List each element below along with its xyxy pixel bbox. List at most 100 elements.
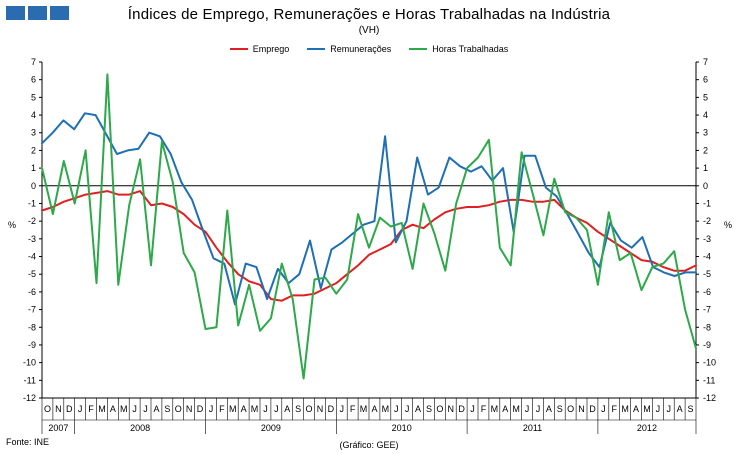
month-label: D xyxy=(66,404,73,414)
month-label: J xyxy=(405,404,410,414)
month-label: S xyxy=(295,404,301,414)
month-label: J xyxy=(470,404,475,414)
y-tick-label-right: -12 xyxy=(703,393,716,403)
month-label: M xyxy=(251,404,259,414)
month-label: J xyxy=(667,404,672,414)
month-label: D xyxy=(589,404,596,414)
report-logo xyxy=(6,6,69,20)
y-tick-label-right: 2 xyxy=(703,145,708,155)
y-tick-label-left: 4 xyxy=(31,110,36,120)
legend-item-emprego: Emprego xyxy=(229,44,289,54)
month-label: A xyxy=(153,404,159,414)
legend-item-remuneracoes: Remunerações xyxy=(307,44,391,54)
month-label: F xyxy=(481,404,487,414)
month-label: D xyxy=(328,404,335,414)
y-tick-label-left: 2 xyxy=(31,145,36,155)
logo-block xyxy=(50,6,69,20)
month-label: N xyxy=(186,404,193,414)
month-label: D xyxy=(197,404,204,414)
month-label: N xyxy=(55,404,62,414)
month-label: M xyxy=(229,404,237,414)
year-label: 2007 xyxy=(48,423,68,433)
y-tick-label-right: -1 xyxy=(703,198,711,208)
year-label: 2012 xyxy=(637,423,657,433)
month-label: M xyxy=(120,404,128,414)
y-tick-label-left: -8 xyxy=(28,322,36,332)
month-label: A xyxy=(110,404,116,414)
month-label: A xyxy=(241,404,247,414)
month-label: J xyxy=(143,404,148,414)
month-label: O xyxy=(306,404,313,414)
chart-legend: Emprego Remunerações Horas Trabalhadas xyxy=(0,44,738,54)
month-label: A xyxy=(371,404,377,414)
y-tick-label-right: -11 xyxy=(703,375,715,385)
month-label: A xyxy=(546,404,552,414)
month-label: J xyxy=(132,404,137,414)
month-label: F xyxy=(219,404,225,414)
y-tick-label-left: 3 xyxy=(31,128,36,138)
legend-item-horas-trabalhadas: Horas Trabalhadas xyxy=(409,44,508,54)
month-label: J xyxy=(656,404,661,414)
year-label: 2008 xyxy=(130,423,150,433)
source-note: Fonte: INE xyxy=(6,437,50,447)
month-label: M xyxy=(382,404,390,414)
month-label: O xyxy=(175,404,182,414)
month-label: M xyxy=(98,404,106,414)
credit-note: (Gráfico: GEE) xyxy=(339,440,399,450)
y-tick-label-left: -6 xyxy=(28,287,36,297)
month-label: F xyxy=(350,404,356,414)
y-tick-label-left: 1 xyxy=(31,163,36,173)
y-axis-label-left: % xyxy=(8,220,16,230)
y-tick-label-right: -2 xyxy=(703,216,711,226)
month-label: J xyxy=(536,404,541,414)
y-tick-label-right: 5 xyxy=(703,92,708,102)
y-tick-label-left: 5 xyxy=(31,92,36,102)
y-tick-label-left: -11 xyxy=(24,375,36,385)
year-label: 2010 xyxy=(392,423,412,433)
month-label: M xyxy=(621,404,629,414)
logo-block xyxy=(28,6,47,20)
series-line-remuneracoes xyxy=(41,112,697,306)
month-label: D xyxy=(458,404,465,414)
month-label: J xyxy=(394,404,399,414)
legend-swatch xyxy=(229,48,248,50)
y-tick-label-left: -12 xyxy=(23,393,36,403)
y-tick-label-right: -9 xyxy=(703,340,711,350)
month-label: M xyxy=(360,404,368,414)
year-label: 2011 xyxy=(523,423,542,433)
month-label: O xyxy=(567,404,574,414)
month-label: S xyxy=(164,404,170,414)
month-label: A xyxy=(415,404,421,414)
y-tick-label-left: -4 xyxy=(28,252,36,262)
month-label: M xyxy=(512,404,520,414)
legend-label: Remunerações xyxy=(330,44,392,54)
y-tick-label-right: -8 xyxy=(703,322,711,332)
y-tick-label-right: 0 xyxy=(703,181,708,191)
y-tick-label-right: 6 xyxy=(703,75,708,85)
y-tick-label-right: -6 xyxy=(703,287,711,297)
y-tick-label-right: 7 xyxy=(703,57,708,67)
month-label: S xyxy=(426,404,432,414)
month-label: J xyxy=(274,404,279,414)
y-axis-label-right: % xyxy=(724,220,732,230)
month-label: O xyxy=(436,404,443,414)
y-tick-label-left: -5 xyxy=(28,269,36,279)
legend-swatch xyxy=(409,48,428,50)
y-tick-label-left: 0 xyxy=(31,181,36,191)
month-label: J xyxy=(263,404,268,414)
month-label: A xyxy=(677,404,683,414)
y-tick-label-right: -5 xyxy=(703,269,711,279)
month-label: A xyxy=(284,404,290,414)
y-tick-label-left: -7 xyxy=(28,305,36,315)
month-label: J xyxy=(525,404,530,414)
y-tick-label-right: -10 xyxy=(703,358,716,368)
month-label: A xyxy=(502,404,508,414)
y-tick-label-right: 1 xyxy=(703,163,708,173)
month-label: N xyxy=(578,404,585,414)
y-tick-label-left: -3 xyxy=(28,234,36,244)
month-label: N xyxy=(317,404,324,414)
chart-subtitle: (VH) xyxy=(358,25,380,36)
month-label: J xyxy=(209,404,214,414)
y-tick-label-left: -1 xyxy=(28,198,36,208)
